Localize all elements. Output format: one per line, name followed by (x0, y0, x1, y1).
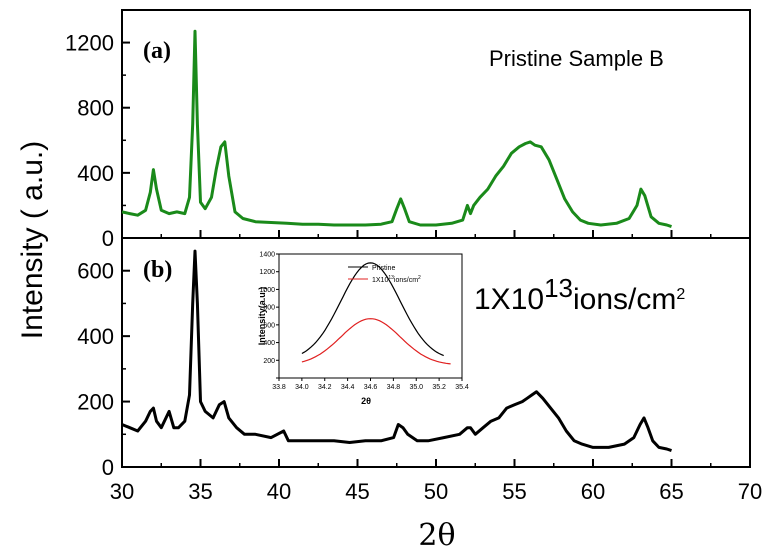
panel-b-annotation: 1X1013ions/cm2 (474, 273, 685, 316)
x-tick-label: 55 (502, 479, 526, 504)
inset-ytick-label: 1000 (259, 287, 275, 294)
inset-ytick-label: 1200 (259, 269, 275, 276)
panel-b-annotation-base: 1X10 (474, 283, 544, 316)
inset-legend-pristine: Pristine (372, 265, 395, 272)
inset-series-irradiated (301, 318, 451, 365)
inset-ytick-label: 600 (263, 322, 275, 329)
x-tick-label: 50 (424, 479, 448, 504)
y-axis-title: Intensity ( a.u.) (16, 141, 49, 339)
panel-a-letter: (a) (143, 38, 171, 64)
inset-ytick-label: 200 (263, 358, 275, 365)
inset-ytick-label: 400 (263, 340, 275, 347)
panel-b-ytick-label: 400 (77, 324, 114, 349)
inset-frame (278, 253, 463, 379)
inset-legend-irr-tail: ions/cm (394, 277, 418, 284)
panel-b-annotation-exp: 13 (544, 273, 573, 303)
panel-a-ytick-label: 800 (77, 96, 114, 121)
inset-legend-irradiated: 1X1013ions/cm2 (372, 275, 421, 284)
x-tick-label: 45 (345, 479, 369, 504)
x-tick-label: 35 (188, 479, 212, 504)
inset-y-title: Intensity(a.u.) (257, 287, 267, 346)
inset-ytick-label: 800 (263, 305, 275, 312)
x-tick-label: 40 (267, 479, 291, 504)
inset-xtick-label: 34.2 (318, 384, 332, 391)
panel-a-series-line (121, 29, 672, 229)
x-axis-title: 2θ (418, 518, 455, 553)
panel-a-annotation: Pristine Sample B (489, 46, 664, 71)
inset-x-title: 2θ (361, 396, 371, 406)
inset-xtick-label: 34.6 (364, 384, 378, 391)
inset-plot: 33.8 34.0 34.2 34.4 34.6 34.8 35.0 35.2 35.4 200 4… (257, 252, 469, 407)
inset-xtick-label: 33.8 (272, 384, 286, 391)
panel-b-annotation-unit-exp: 2 (676, 286, 685, 303)
panel-b-ytick-label: 200 (77, 390, 114, 415)
inset-series-pristine (301, 262, 444, 357)
inset-xtick-label: 35.4 (455, 384, 469, 391)
inset-xtick-label: 35.2 (432, 384, 446, 391)
panel-a-ytick-label: 400 (77, 161, 114, 186)
x-tick-label: 70 (738, 479, 762, 504)
inset-xtick-label: 34.0 (295, 384, 309, 391)
x-tick-label: 60 (581, 479, 605, 504)
panel-a-ytick-label: 0 (102, 226, 114, 251)
x-tick-label: 30 (110, 479, 134, 504)
x-tick-label: 65 (659, 479, 683, 504)
inset-xtick-label: 34.8 (387, 384, 401, 391)
panel-b-letter: (b) (143, 257, 172, 283)
panel-b-ytick-label: 0 (102, 455, 114, 480)
inset-xtick-label: 35.0 (409, 384, 423, 391)
panel-b-ytick-label: 600 (77, 259, 114, 284)
inset-legend-irr-exp: 13 (388, 275, 394, 281)
inset-xtick-label: 34.4 (341, 384, 355, 391)
inset-legend-irr-base: 1X10 (372, 277, 388, 284)
panel-a-frame (121, 9, 751, 239)
inset-legend-irr-tail-exp: 2 (418, 275, 421, 281)
panel-b-annotation-unit: ions/cm (573, 283, 676, 316)
panel-b-series-line (121, 249, 672, 453)
panel-a-ytick-label: 1200 (65, 31, 114, 56)
inset-ytick-label: 1400 (259, 252, 275, 259)
